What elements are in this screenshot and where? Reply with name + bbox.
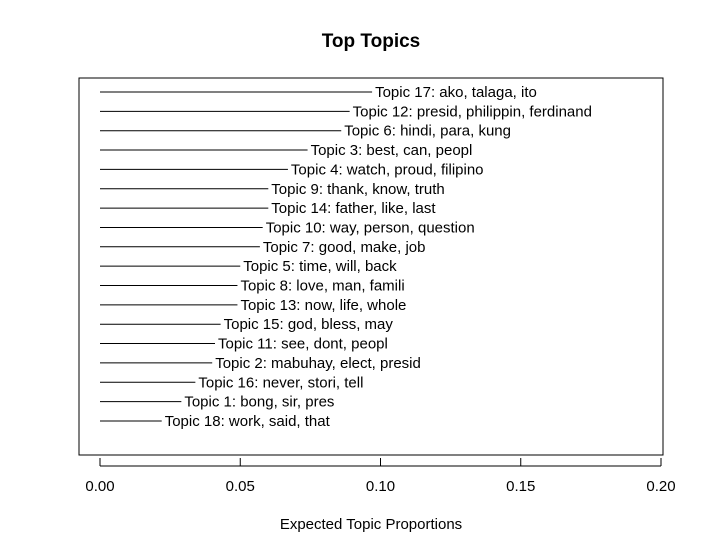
chart-title: Top Topics	[322, 31, 421, 52]
topic-lines: Topic 17: ako, talaga, ito Topic 12: pres…	[100, 84, 592, 430]
topic-label: Topic 14: father, like, last	[271, 200, 436, 217]
x-tick-label: 0.15	[506, 478, 535, 495]
topic-label: Topic 8: love, man, famili	[240, 278, 404, 295]
topic-label: Topic 10: way, person, question	[266, 219, 475, 236]
topic-label: Topic 11: see, dont, peopl	[218, 336, 388, 353]
topic-label: Topic 2: mabuhay, elect, presid	[215, 355, 421, 372]
topic-label: Topic 12: presid, philippin, ferdinand	[353, 103, 592, 120]
x-tick-label: 0.20	[646, 478, 675, 495]
x-tick-label: 0.10	[366, 478, 395, 495]
topic-label: Topic 6: hindi, para, kung	[344, 123, 511, 140]
topic-label: Topic 13: now, life, whole	[240, 297, 406, 314]
topic-label: Topic 1: bong, sir, pres	[184, 394, 334, 411]
topic-label: Topic 16: never, stori, tell	[198, 374, 363, 391]
x-tick-label: 0.05	[226, 478, 255, 495]
plot-frame	[78, 77, 664, 456]
topic-label: Topic 9: thank, know, truth	[271, 181, 444, 198]
topic-label: Topic 5: time, will, back	[243, 258, 397, 275]
topic-label: Topic 18: work, said, that	[165, 413, 331, 430]
topic-label: Topic 3: best, can, peopl	[311, 142, 473, 159]
topic-label: Topic 17: ako, talaga, ito	[375, 84, 537, 101]
topic-label: Topic 15: god, bless, may	[224, 316, 394, 333]
x-tick-label: 0.00	[85, 478, 114, 495]
x-axis: 0.00 0.05 0.10 0.15 0.20	[85, 458, 676, 495]
x-axis-label: Expected Topic Proportions	[280, 516, 462, 533]
topic-label: Topic 7: good, make, job	[263, 239, 426, 256]
topic-label: Topic 4: watch, proud, filipino	[291, 161, 484, 178]
